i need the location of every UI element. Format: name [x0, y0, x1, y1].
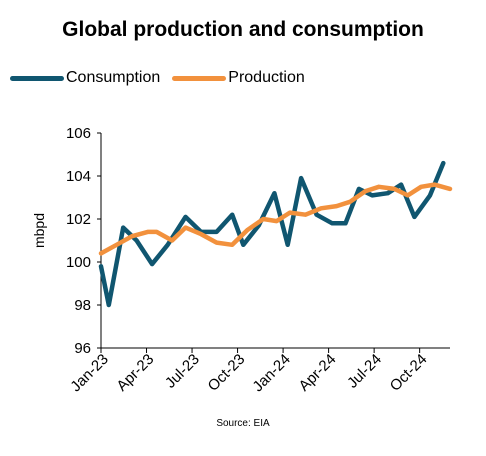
legend-swatch-production — [172, 75, 227, 81]
x-tick-label: Jul-24 — [344, 351, 385, 392]
legend-label-production: Production — [228, 69, 305, 86]
y-tick-label: 102 — [66, 211, 91, 228]
legend-swatch-consumption — [10, 75, 64, 81]
x-tick-label: Jan-24 — [249, 351, 293, 395]
y-tick-label: 100 — [66, 254, 91, 271]
chart-title: Global production and consumption — [62, 18, 424, 41]
y-tick-label: 104 — [66, 168, 91, 185]
legend: Consumption Production — [10, 66, 317, 90]
x-tick-label: Apr-24 — [296, 351, 340, 395]
y-tick-label: 98 — [74, 297, 91, 314]
y-tick-label: 106 — [66, 125, 91, 142]
x-tick-label: Oct-24 — [387, 351, 431, 395]
x-tick-label: Apr-23 — [113, 351, 157, 395]
legend-item-production: Production — [172, 69, 305, 87]
x-tick-label: Oct-23 — [205, 351, 249, 395]
legend-label-consumption: Consumption — [66, 69, 161, 86]
legend-item-consumption: Consumption — [10, 69, 160, 87]
x-tick-label: Jul-23 — [162, 351, 203, 392]
source-note: Source: EIA — [216, 418, 270, 429]
y-axis-label: mbpd — [31, 213, 47, 248]
series-line-production — [98, 182, 453, 256]
x-tick-label: Jan-23 — [67, 351, 111, 395]
series-line-consumption — [98, 160, 446, 308]
y-tick-label: 96 — [74, 340, 91, 357]
